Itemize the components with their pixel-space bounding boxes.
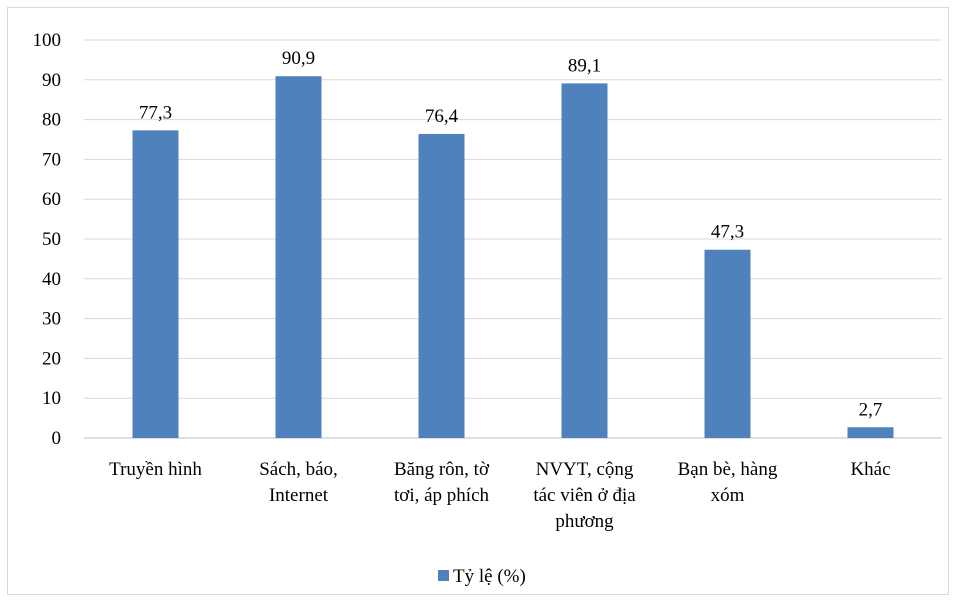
bar [132,130,179,438]
x-tick-label: Bạn bè, hàng [678,459,778,480]
y-tick-label: 10 [42,388,61,409]
x-tick-label: tác viên ở địa [533,485,636,506]
y-tick-label: 60 [42,189,61,210]
x-tick-label: xóm [711,485,745,506]
bar [704,249,751,438]
y-tick-label: 70 [42,149,61,170]
x-tick-label: NVYT, cộng [536,459,634,480]
data-label: 90,9 [282,48,315,69]
x-tick-label: Internet [269,485,329,506]
x-tick-label: Khác [850,459,890,480]
x-tick-label: Sách, báo, [259,459,338,480]
x-tick-label: Truyền hình [109,459,202,480]
y-tick-label: 20 [42,348,61,369]
x-tick-label: tơi, áp phích [394,485,490,506]
bar [418,133,465,439]
data-label: 76,4 [425,106,459,127]
x-tick-label: Băng rôn, tờ [394,459,490,480]
data-label: 2,7 [859,399,883,420]
y-tick-label: 50 [42,229,61,250]
x-tick-label: phương [555,511,614,532]
y-tick-label: 90 [42,70,61,91]
y-tick-label: 100 [33,30,62,51]
data-label: 89,1 [568,55,601,76]
y-tick-label: 30 [42,309,61,330]
y-tick-label: 40 [42,269,61,290]
data-label: 47,3 [711,222,744,243]
bar [847,427,894,438]
y-tick-label: 0 [52,428,62,449]
bar [561,83,608,438]
legend-swatch [438,570,449,581]
y-tick-label: 80 [42,110,61,131]
data-label: 77,3 [139,102,172,123]
legend-label: Tỷ lệ (%) [453,566,526,587]
bar [275,76,322,438]
